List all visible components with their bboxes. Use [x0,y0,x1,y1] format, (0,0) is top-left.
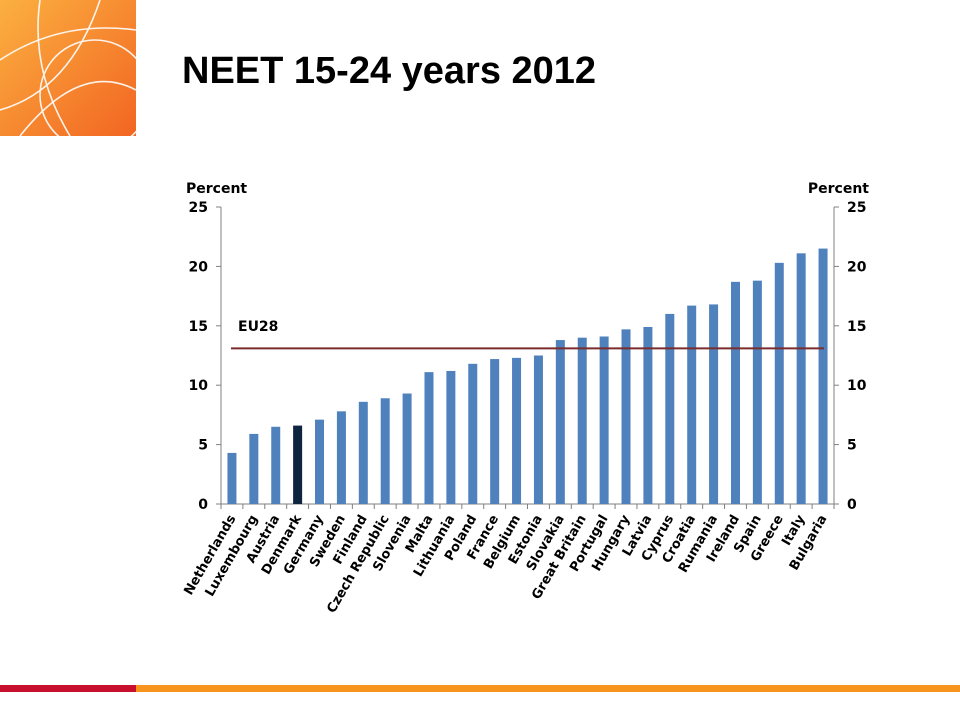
bar-rumania [709,304,719,504]
bar-sweden [336,411,346,504]
bar-poland [468,363,478,504]
left-tick-label: 0 [198,497,208,513]
bar-slovenia [402,393,412,504]
bars [227,248,828,504]
bar-malta [424,372,434,504]
right-tick-label: 15 [847,319,866,335]
bar-france [490,359,500,504]
bar-greece [774,262,784,504]
brand-logo [0,0,136,136]
slide-title: NEET 15-24 years 2012 [182,50,597,92]
bar-estonia [533,355,543,504]
bar-austria [271,426,281,504]
bar-czech-republic [380,398,390,504]
right-tick-label: 5 [847,438,857,454]
right-tick-label: 20 [847,259,867,275]
reference-line-label: EU28 [238,319,278,335]
y-axis-label-right: Percent [808,181,869,197]
footer-bar-orange [136,685,960,692]
bar-great-britain [577,337,587,504]
left-tick-label: 10 [189,378,209,394]
bar-luxembourg [249,433,259,504]
y-axis-label-left: Percent [186,181,247,197]
right-tick-label: 0 [847,497,857,513]
bar-denmark [293,425,303,504]
bar-spain [752,280,762,504]
right-tick-label: 10 [847,378,867,394]
x-axis-labels: NetherlandsLuxembourgAustriaDenmarkGerma… [181,512,830,616]
footer-bar-red [0,685,136,692]
left-tick-label: 20 [189,259,209,275]
bar-ireland [730,281,740,504]
bar-italy [796,253,806,504]
bar-belgium [512,357,522,504]
bar-netherlands [227,452,237,504]
left-tick-label: 25 [189,200,208,216]
bar-slovakia [555,340,565,504]
left-tick-label: 5 [198,438,208,454]
bar-finland [358,401,368,504]
right-y-axis: 0 5 10 15 20 25 [833,200,867,513]
left-tick-label: 15 [189,319,208,335]
bar-bulgaria [818,248,828,504]
bar-portugal [599,336,609,504]
bar-croatia [687,305,697,504]
right-tick-label: 25 [847,200,866,216]
bar-cyprus [665,313,675,504]
bar-lithuania [446,370,456,504]
bar-germany [315,419,325,504]
bar-latvia [643,326,653,504]
bar-chart: 0 5 10 15 20 25 0 5 10 15 20 25 EU28 NetherlandsLu… [181,181,869,616]
bar-hungary [621,329,631,504]
reference-line-group: EU28 [231,319,824,350]
